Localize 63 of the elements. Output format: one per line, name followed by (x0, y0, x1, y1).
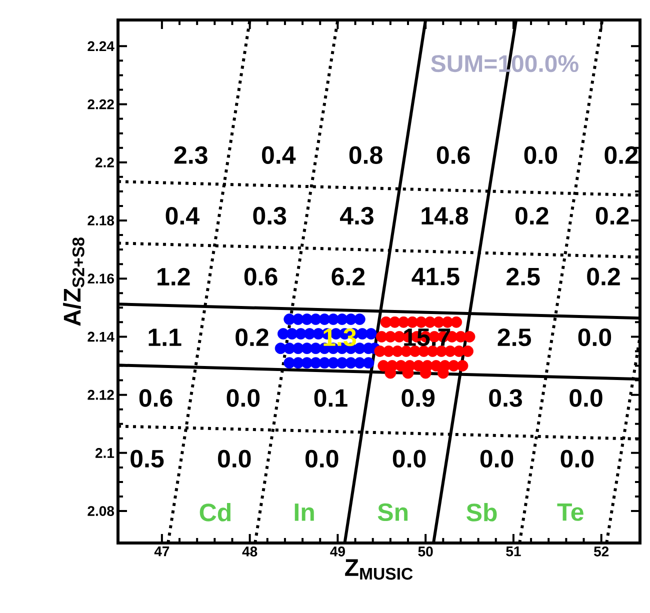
point (456, 360, 468, 372)
y-tick-label: 2.08 (88, 506, 114, 516)
y-tick-label: 2.16 (88, 274, 114, 284)
x-tick-label: 47 (154, 546, 170, 556)
point (464, 331, 476, 342)
annotation: 1.1 (148, 328, 182, 346)
point (362, 357, 374, 369)
annotation: 0.6 (436, 146, 470, 164)
x-tick-label: 48 (242, 546, 258, 556)
annotation: 0.0 (560, 450, 594, 468)
annotation: Te (557, 503, 584, 521)
annotation: 0.0 (226, 389, 260, 407)
y-tick-label: 2.22 (88, 99, 114, 110)
y-axis-title: A/Z$_{S2+S8}$ (63, 237, 84, 326)
annotation: 0.0 (392, 450, 426, 468)
point (462, 346, 474, 357)
annotation: 2.3 (174, 146, 208, 164)
annotation: 0.2 (516, 206, 548, 225)
annotation: 4.3 (340, 206, 374, 225)
annotation: Cd (200, 503, 231, 522)
annotation: 0.0 (480, 450, 514, 468)
annotation: 0.6 (139, 389, 172, 407)
annotation: 0.9 (402, 389, 435, 407)
annotation: 0.2 (236, 328, 268, 346)
annotation: 0.0 (218, 450, 251, 468)
x-tick-label: 51 (506, 546, 521, 556)
x-tick-label: 50 (418, 546, 433, 556)
annotation: 0.0 (524, 146, 558, 164)
annotation: 0.1 (314, 389, 348, 407)
annotation: 0.6 (244, 268, 278, 286)
y-tick-label: 2.14 (88, 332, 114, 342)
annotation: 0.3 (489, 389, 522, 407)
annotation: 6.2 (332, 268, 365, 286)
annotation: 2.5 (506, 268, 540, 286)
annotation: 2.5 (498, 328, 531, 346)
annotation: 0.0 (570, 389, 602, 407)
annotation: 0.2 (587, 268, 620, 286)
annotation: Sb (466, 503, 497, 522)
annotation: Sn (378, 503, 408, 522)
annotation: 0.8 (349, 146, 382, 164)
annotation: 0.2 (596, 206, 629, 225)
annotation: 0.4 (262, 146, 296, 164)
annotation: 0.0 (306, 450, 338, 468)
point (450, 316, 462, 328)
y-tick-label: 2.1 (95, 448, 114, 458)
point (354, 314, 366, 325)
x-tick-label: 49 (330, 546, 345, 556)
annotation: 0.5 (130, 450, 164, 468)
x-tick-label: 52 (594, 546, 609, 556)
y-tick-label: 2.2 (95, 157, 114, 168)
annotation: 0.2 (604, 146, 638, 164)
annotation: In (294, 504, 314, 521)
y-tick-label: 2.12 (88, 390, 114, 400)
annotation: 14.8 (422, 206, 468, 225)
annotation: 1.2 (158, 268, 190, 286)
annotation: 0.3 (253, 206, 286, 225)
x-axis-title: Z$_{MUSIC}$ (345, 559, 413, 580)
annotation: 0.0 (578, 328, 612, 346)
point (365, 328, 377, 340)
annotation: 0.4 (166, 206, 200, 225)
annotation: 41.5 (412, 268, 460, 286)
y-tick-label: 2.18 (88, 216, 114, 226)
y-tick-label: 2.24 (88, 41, 114, 52)
